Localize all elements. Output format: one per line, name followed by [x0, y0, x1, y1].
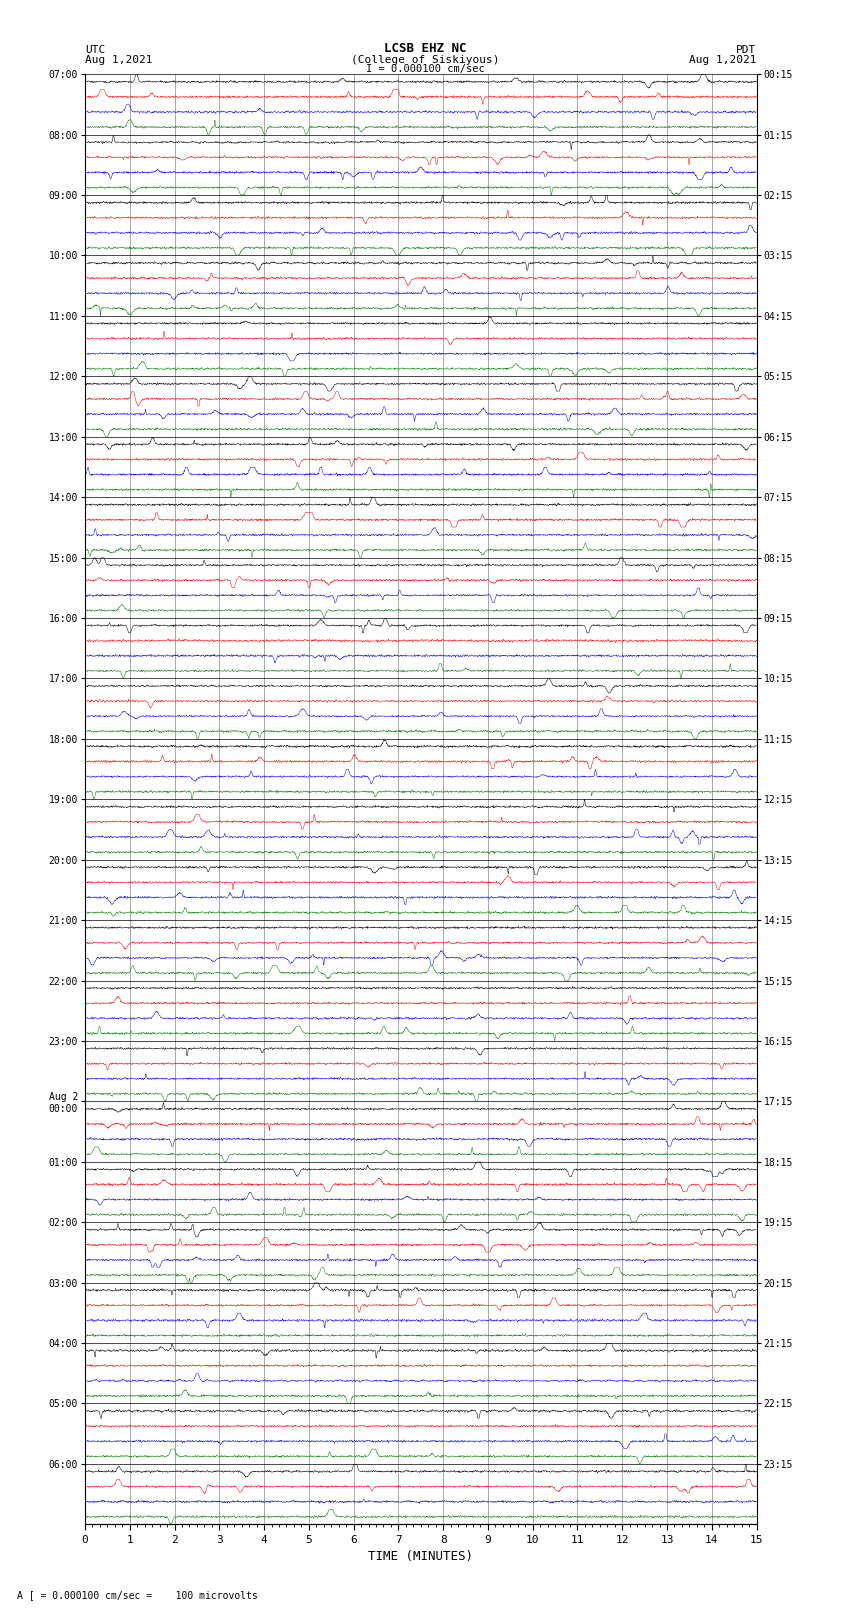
Text: Aug 1,2021: Aug 1,2021 — [689, 55, 756, 65]
Text: A [ = 0.000100 cm/sec =    100 microvolts: A [ = 0.000100 cm/sec = 100 microvolts — [17, 1590, 258, 1600]
X-axis label: TIME (MINUTES): TIME (MINUTES) — [368, 1550, 473, 1563]
Text: I = 0.000100 cm/sec: I = 0.000100 cm/sec — [366, 65, 484, 74]
Text: PDT: PDT — [736, 45, 756, 55]
Text: LCSB EHZ NC: LCSB EHZ NC — [383, 42, 467, 55]
Text: Aug 1,2021: Aug 1,2021 — [85, 55, 152, 65]
Text: UTC: UTC — [85, 45, 105, 55]
Text: (College of Siskiyous): (College of Siskiyous) — [351, 55, 499, 65]
